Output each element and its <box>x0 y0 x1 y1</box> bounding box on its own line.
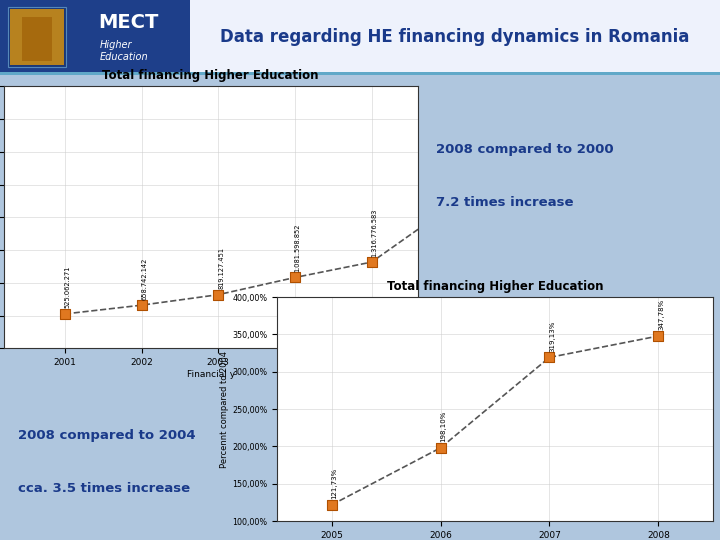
Text: 1.081.598.852: 1.081.598.852 <box>294 224 301 272</box>
Text: 1.316.776.583: 1.316.776.583 <box>372 208 377 256</box>
Bar <box>22 17 52 60</box>
Text: 658.742.142: 658.742.142 <box>141 257 148 300</box>
Point <box>326 501 338 509</box>
Point <box>136 301 148 309</box>
Point <box>435 443 446 452</box>
Text: 819.127.451: 819.127.451 <box>218 247 224 289</box>
Text: 198,10%: 198,10% <box>441 411 446 442</box>
Y-axis label: Percennt compared to 2004: Percennt compared to 2004 <box>220 350 230 468</box>
X-axis label: Financial y: Financial y <box>186 370 235 379</box>
Text: 319,13%: 319,13% <box>549 320 555 352</box>
Point <box>59 309 71 318</box>
Bar <box>0 71 720 75</box>
Title: Total financing Higher Education: Total financing Higher Education <box>102 70 319 83</box>
Text: Higher: Higher <box>100 40 132 50</box>
Text: 347,78%: 347,78% <box>658 299 664 330</box>
Text: 7.2 times increase: 7.2 times increase <box>436 196 573 209</box>
Point <box>212 291 224 299</box>
Point <box>443 204 454 212</box>
Point <box>596 98 608 106</box>
Text: MECT: MECT <box>98 14 158 32</box>
Text: 2008 compared to 2000: 2008 compared to 2000 <box>436 143 613 156</box>
Point <box>544 353 555 362</box>
Text: cca. 3.5 times increase: cca. 3.5 times increase <box>18 482 190 495</box>
Text: 2.142.900.487: 2.142.900.487 <box>0 539 1 540</box>
Point <box>366 258 377 266</box>
Text: 3.452.022.431: 3.452.022.431 <box>0 539 1 540</box>
Text: 3.761.883.442: 3.761.883.442 <box>0 539 1 540</box>
Text: 525.062.271: 525.062.271 <box>65 266 71 308</box>
Text: 121,73%: 121,73% <box>331 468 338 500</box>
Text: Education: Education <box>100 52 148 62</box>
Point <box>652 332 664 340</box>
Bar <box>190 0 720 75</box>
Bar <box>0 0 190 75</box>
Point <box>519 118 531 126</box>
Text: 2008 compared to 2004: 2008 compared to 2004 <box>18 429 196 442</box>
Text: Data regarding HE financing dynamics in Romania: Data regarding HE financing dynamics in … <box>220 28 690 46</box>
Bar <box>10 9 64 65</box>
Bar <box>8 7 66 66</box>
Point <box>289 273 301 282</box>
Title: Total financing Higher Education: Total financing Higher Education <box>387 280 603 293</box>
